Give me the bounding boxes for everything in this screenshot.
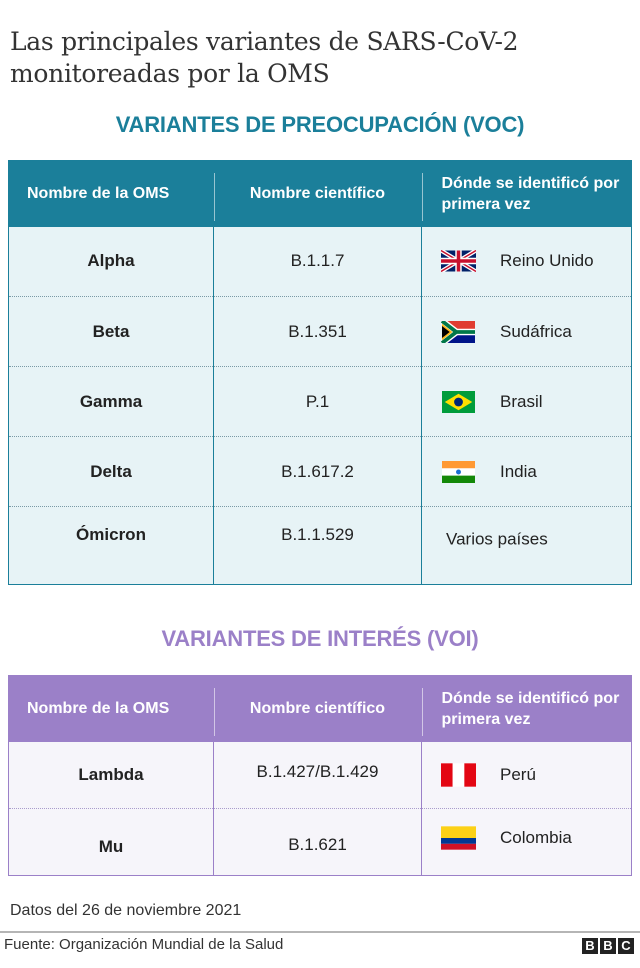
table-header-row: Nombre de la OMS Nombre científico Dónde… [8,160,632,227]
who-name: Mu [8,808,214,876]
country-name: Reino Unido [500,251,594,271]
country-cell: Perú [421,741,632,809]
footer-divider [0,931,640,933]
column-header-first-identified: Dónde se identificó por primera vez [421,676,632,742]
scientific-name: B.1.427/B.1.429 [213,741,422,809]
who-name: Alpha [87,251,135,271]
country-cell: Sudáfrica [421,296,632,367]
who-name: Beta [8,296,214,367]
page-title: Las principales variantes de SARS-CoV-2 … [10,27,519,88]
peru-flag-icon [441,763,476,787]
country-name: Brasil [500,391,543,411]
column-header-scientific-name: Nombre científico [213,161,422,227]
uk-flag-icon [441,250,476,273]
data-date-note: Datos del 26 de noviembre 2021 [10,902,242,919]
who-name: Ómicron [8,506,214,585]
scientific-name: P.1 [213,366,422,437]
south-africa-flag-icon [441,320,475,343]
country-cell: India [421,436,632,507]
country-cell: Colombia [421,808,632,876]
table-row: Alpha B.1.1.7 Reino Unido [9,226,632,297]
column-header-first-identified: Dónde se identificó por primera vez [421,161,632,227]
india-flag-icon [442,460,475,483]
country-name: Perú [500,764,536,784]
column-header-who-name: Nombre de la OMS [27,700,170,718]
scientific-name: B.1.617.2 [213,436,422,507]
brazil-flag-icon [442,390,475,413]
scientific-name: B.1.351 [213,296,422,367]
table-row: Beta B.1.351 Sudáfrica [8,296,632,367]
table-row: Gamma P.1 Brasil [8,366,632,437]
colombia-flag-icon [441,826,476,850]
country-cell: Reino Unido [421,226,632,297]
scientific-name: B.1.621 [213,808,422,876]
scientific-name: B.1.1.7 [213,226,422,297]
country-name: Colombia [500,828,572,847]
source-credit: Fuente: Organización Mundial de la Salud [4,936,284,953]
table-header-row: Nombre de la OMS Nombre científico Dónde… [8,675,632,742]
column-header-who-name: Nombre de la OMS [27,185,170,203]
table-row: Ómicron B.1.1.529 Varios países [8,506,632,585]
country-cell: Varios países [421,506,632,585]
country-name: Varios países [446,529,548,549]
table-row: Lambda B.1.427/B.1.429 Perú [9,741,632,809]
voc-table: Nombre de la OMS Nombre científico Dónde… [8,160,632,585]
country-name: Sudáfrica [500,321,572,341]
column-header-scientific-name: Nombre científico [213,676,422,742]
table-row: Delta B.1.617.2 India [8,436,632,507]
country-name: India [500,461,537,481]
voi-table: Nombre de la OMS Nombre científico Dónde… [8,675,632,876]
who-name: Gamma [8,366,214,437]
who-name: Lambda [78,764,144,784]
voc-heading: VARIANTES DE PREOCUPACIÓN (VOC) [115,112,525,137]
table-row: Mu B.1.621 Colombia [8,808,632,876]
who-name: Delta [8,436,214,507]
scientific-name: B.1.1.529 [213,506,422,585]
voi-heading: VARIANTES DE INTERÉS (VOI) [161,626,479,651]
country-cell: Brasil [421,366,632,437]
bbc-logo: B B C [582,938,634,954]
